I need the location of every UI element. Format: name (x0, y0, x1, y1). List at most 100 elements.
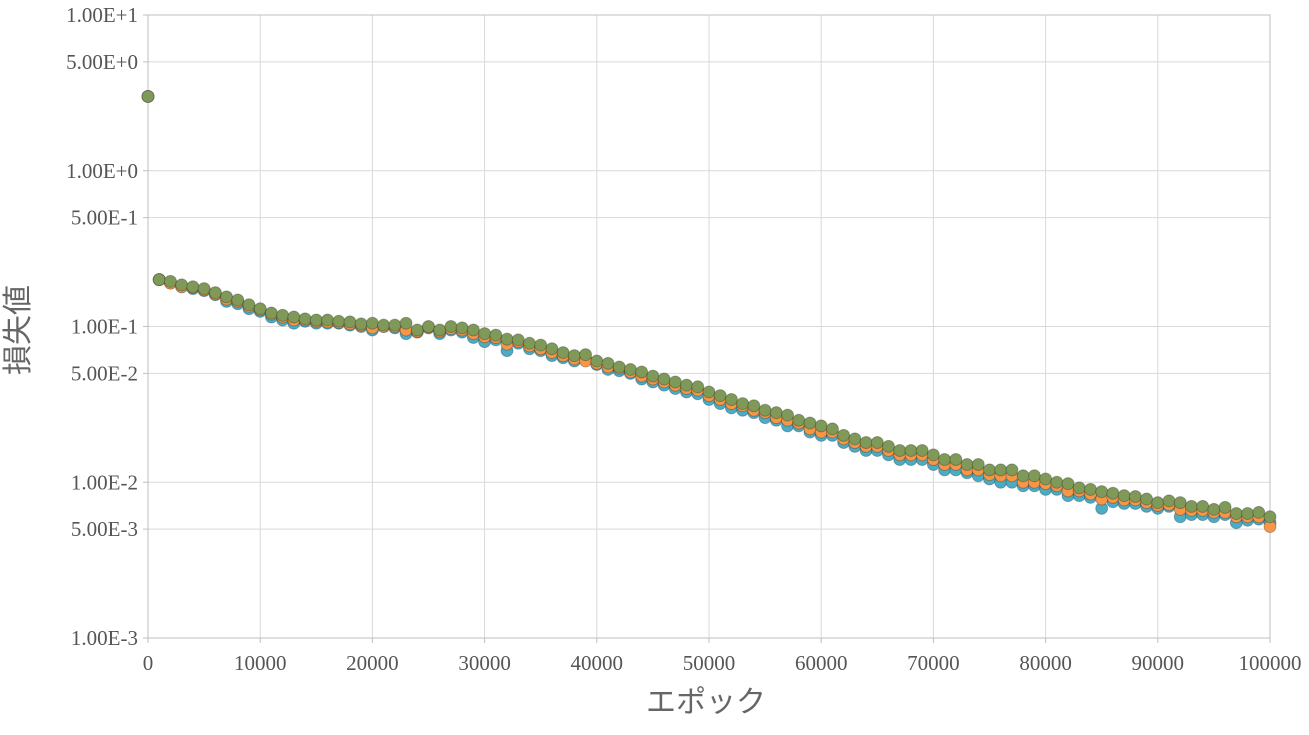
data-point (994, 463, 1008, 477)
data-point (915, 443, 929, 457)
y-tick-label: 5.00E-1 (71, 206, 138, 230)
data-point (231, 293, 245, 307)
x-tick-label: 40000 (571, 651, 624, 675)
data-point (522, 336, 536, 350)
data-point (646, 369, 660, 383)
data-point (691, 380, 705, 394)
data-point (747, 399, 761, 413)
x-tick-label: 0 (143, 651, 154, 675)
data-point (1072, 481, 1086, 495)
data-point (478, 327, 492, 341)
data-point (882, 439, 896, 453)
data-point (825, 422, 839, 436)
y-tick-label: 5.00E-3 (71, 517, 138, 541)
data-point (298, 312, 312, 326)
data-point (1241, 507, 1255, 521)
data-point (1117, 489, 1131, 503)
data-point (264, 306, 278, 320)
x-tick-label: 90000 (1132, 651, 1185, 675)
x-tick-label: 50000 (683, 651, 736, 675)
data-point (1005, 463, 1019, 477)
data-point (163, 274, 177, 288)
data-point (1184, 499, 1198, 513)
data-point (332, 314, 346, 328)
data-point (724, 392, 738, 406)
plot-frame (147, 14, 1271, 639)
data-point (870, 435, 884, 449)
data-point (141, 89, 155, 103)
data-point (466, 323, 480, 337)
data-point (926, 448, 940, 462)
data-point (1128, 490, 1142, 504)
data-point (1061, 477, 1075, 491)
y-tick-label: 1.00E-2 (71, 470, 138, 494)
data-point (590, 354, 604, 368)
data-point (781, 408, 795, 422)
data-point (287, 310, 301, 324)
data-point (769, 406, 783, 420)
y-tick-label: 5.00E-2 (71, 361, 138, 385)
data-point (1027, 469, 1041, 483)
x-axis-ticks: 0 10000 20000 30000 40000 50000 60000 70000 8000… (143, 651, 1302, 675)
x-tick-label: 10000 (234, 651, 287, 675)
data-point (848, 432, 862, 446)
data-point (758, 403, 772, 417)
data-point (668, 375, 682, 389)
y-axis-ticks: 1.00E+1 5.00E+0 1.00E+0 5.00E-1 1.00E-1 5.00E… (66, 3, 138, 650)
data-point (545, 342, 559, 356)
data-points (141, 89, 1277, 533)
data-point (792, 413, 806, 427)
data-point (399, 316, 413, 330)
data-point (1263, 510, 1277, 524)
data-point (1196, 499, 1210, 513)
data-point (579, 348, 593, 362)
data-point (1162, 494, 1176, 508)
data-point (904, 443, 918, 457)
x-tick-label: 80000 (1019, 651, 1072, 675)
data-point (276, 308, 290, 322)
data-point (197, 282, 211, 296)
data-point (152, 273, 166, 287)
y-tick-label: 1.00E+1 (66, 3, 138, 27)
data-point (556, 346, 570, 360)
data-point (635, 365, 649, 379)
data-point (702, 385, 716, 399)
data-point (971, 458, 985, 472)
data-point (1095, 485, 1109, 499)
grid (143, 14, 1271, 643)
y-tick-label: 1.00E+0 (66, 159, 138, 183)
data-point (433, 323, 447, 337)
y-tick-label: 1.00E-1 (71, 315, 138, 339)
data-point (1151, 496, 1165, 510)
x-tick-label: 60000 (795, 651, 848, 675)
data-point (1218, 500, 1232, 514)
data-point (983, 463, 996, 477)
data-point (1039, 472, 1053, 486)
data-point (422, 320, 435, 333)
data-point (803, 416, 817, 430)
y-tick-label: 5.00E+0 (66, 50, 138, 74)
data-point (343, 315, 357, 329)
data-point (321, 313, 335, 327)
x-tick-label: 20000 (346, 651, 399, 675)
data-point (736, 397, 750, 411)
data-point (1229, 507, 1243, 521)
data-point (388, 318, 402, 332)
data-point (534, 338, 548, 352)
x-tick-label: 100000 (1239, 651, 1302, 675)
data-point (208, 286, 222, 300)
data-point (1140, 492, 1154, 506)
data-point (242, 298, 256, 312)
y-axis-title: 損失値 (1, 285, 36, 375)
x-axis-title: エポック (646, 685, 766, 720)
data-point (601, 356, 615, 370)
data-point (567, 349, 581, 363)
x-tick-label: 30000 (458, 651, 511, 675)
data-point (220, 290, 234, 304)
data-point (1173, 496, 1187, 510)
data-point (309, 313, 323, 327)
data-point (680, 378, 694, 392)
data-point (1207, 502, 1221, 516)
data-point (713, 389, 727, 403)
